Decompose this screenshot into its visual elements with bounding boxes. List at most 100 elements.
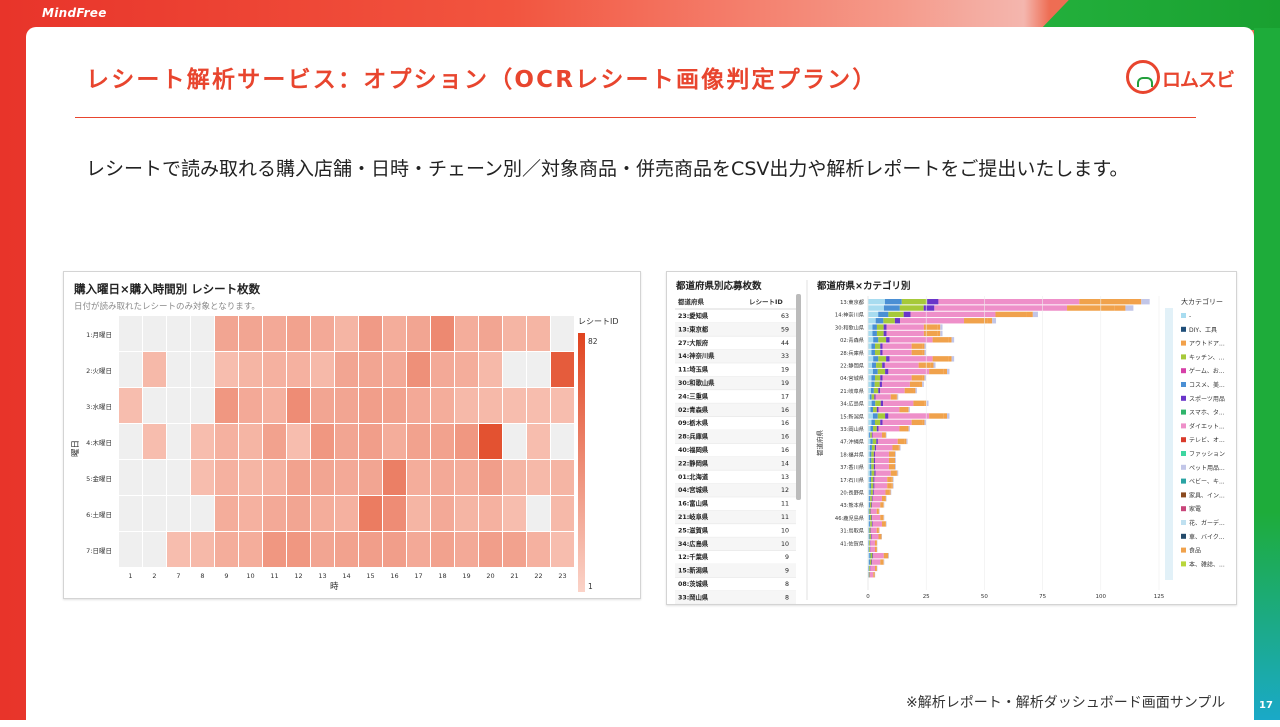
category-bar-segment[interactable]: [888, 553, 889, 558]
category-bar-segment[interactable]: [897, 394, 898, 399]
heatmap-cell[interactable]: [239, 532, 262, 567]
heatmap-cell[interactable]: [383, 496, 406, 531]
heatmap-cell[interactable]: [263, 352, 286, 387]
heatmap-cell[interactable]: [239, 352, 262, 387]
category-bar-segment[interactable]: [882, 382, 910, 387]
category-bar-segment[interactable]: [995, 312, 1026, 317]
category-bar-segment[interactable]: [870, 496, 872, 501]
heatmap-cell[interactable]: [335, 424, 358, 459]
category-bar-segment[interactable]: [869, 490, 870, 495]
category-bar-segment[interactable]: [922, 350, 924, 355]
category-bar-segment[interactable]: [871, 515, 872, 520]
heatmap-cell[interactable]: [431, 460, 454, 495]
legend-item-label[interactable]: ゲーム、お...: [1189, 367, 1225, 375]
category-bar-segment[interactable]: [869, 502, 870, 507]
category-bar-segment[interactable]: [872, 331, 876, 336]
category-bar-segment[interactable]: [878, 369, 885, 374]
category-bar-segment[interactable]: [1130, 299, 1141, 304]
heatmap-cell[interactable]: [335, 496, 358, 531]
category-bar-segment[interactable]: [878, 413, 885, 418]
category-bar-segment[interactable]: [871, 426, 874, 431]
category-bar-segment[interactable]: [873, 572, 874, 577]
category-bar-segment[interactable]: [869, 572, 870, 577]
heatmap-cell[interactable]: [551, 424, 574, 459]
heatmap-cell[interactable]: [431, 424, 454, 459]
category-bar-segment[interactable]: [872, 515, 880, 520]
category-bar-segment[interactable]: [875, 540, 877, 545]
category-bar-segment[interactable]: [878, 439, 898, 444]
category-bar-segment[interactable]: [869, 566, 870, 571]
category-bar-segment[interactable]: [937, 331, 940, 336]
category-bar-segment[interactable]: [899, 407, 907, 412]
category-bar-segment[interactable]: [887, 483, 892, 488]
category-bar-segment[interactable]: [881, 401, 883, 406]
heatmap-cell[interactable]: [455, 352, 478, 387]
legend-item-label[interactable]: 車、バイク...: [1189, 533, 1225, 541]
category-bar-segment[interactable]: [892, 445, 898, 450]
category-bar-segment[interactable]: [870, 432, 872, 437]
category-bar-segment[interactable]: [874, 451, 875, 456]
category-bar-segment[interactable]: [887, 553, 888, 558]
category-bar-segment[interactable]: [922, 343, 924, 348]
category-bar-segment[interactable]: [869, 528, 870, 533]
heatmap-cell[interactable]: [455, 532, 478, 567]
category-bar-segment[interactable]: [870, 540, 875, 545]
category-bar-segment[interactable]: [912, 420, 922, 425]
heatmap-cell[interactable]: [359, 424, 382, 459]
category-bar-segment[interactable]: [919, 363, 931, 368]
category-bar-segment[interactable]: [871, 458, 874, 463]
category-bar-segment[interactable]: [868, 324, 872, 329]
category-bar-segment[interactable]: [868, 382, 871, 387]
category-bar-segment[interactable]: [880, 375, 882, 380]
category-bar-segment[interactable]: [885, 432, 886, 437]
heatmap-cell[interactable]: [383, 388, 406, 423]
category-bar-segment[interactable]: [871, 509, 877, 514]
heatmap-cell[interactable]: [119, 316, 142, 351]
heatmap-cell[interactable]: [479, 496, 502, 531]
category-bar-segment[interactable]: [987, 318, 992, 323]
category-bar-segment[interactable]: [913, 401, 924, 406]
category-bar-segment[interactable]: [931, 363, 934, 368]
heatmap-cell[interactable]: [239, 388, 262, 423]
heatmap-cell[interactable]: [287, 388, 310, 423]
heatmap-cell[interactable]: [479, 352, 502, 387]
category-bar-segment[interactable]: [884, 553, 888, 558]
category-bar-segment[interactable]: [874, 388, 878, 393]
category-bar-segment[interactable]: [896, 394, 897, 399]
heatmap-cell[interactable]: [143, 388, 166, 423]
heatmap-cell[interactable]: [287, 352, 310, 387]
category-bar-segment[interactable]: [871, 343, 874, 348]
legend-item-label[interactable]: 本、雑誌、...: [1189, 560, 1225, 568]
category-bar-segment[interactable]: [870, 534, 871, 539]
heatmap-cell[interactable]: [383, 460, 406, 495]
legend-item-label[interactable]: 家電: [1189, 505, 1201, 513]
category-bar-segment[interactable]: [868, 420, 871, 425]
category-bar-segment[interactable]: [882, 363, 885, 368]
heatmap-cell[interactable]: [551, 352, 574, 387]
category-bar-segment[interactable]: [927, 401, 929, 406]
category-bar-segment[interactable]: [872, 363, 876, 368]
category-bar-segment[interactable]: [870, 477, 872, 482]
category-bar-segment[interactable]: [874, 464, 875, 469]
category-bar-segment[interactable]: [887, 477, 892, 482]
heatmap-cell[interactable]: [119, 460, 142, 495]
category-bar-segment[interactable]: [886, 432, 887, 437]
category-bar-segment[interactable]: [878, 426, 899, 431]
category-bar-segment[interactable]: [887, 324, 924, 329]
heatmap-cell[interactable]: [311, 496, 334, 531]
heatmap-cell[interactable]: [167, 424, 190, 459]
heatmap-cell[interactable]: [311, 316, 334, 351]
category-bar-segment[interactable]: [868, 331, 872, 336]
category-bar-segment[interactable]: [878, 356, 886, 361]
category-bar-segment[interactable]: [884, 331, 887, 336]
heatmap-cell[interactable]: [287, 460, 310, 495]
legend-item-label[interactable]: 食品: [1189, 547, 1201, 555]
category-bar-segment[interactable]: [875, 375, 880, 380]
category-bar-segment[interactable]: [872, 432, 873, 437]
category-bar-segment[interactable]: [874, 470, 875, 475]
category-bar-segment[interactable]: [876, 394, 891, 399]
category-bar-segment[interactable]: [870, 458, 872, 463]
category-bar-segment[interactable]: [992, 318, 996, 323]
category-bar-segment[interactable]: [924, 331, 937, 336]
category-bar-segment[interactable]: [937, 324, 940, 329]
